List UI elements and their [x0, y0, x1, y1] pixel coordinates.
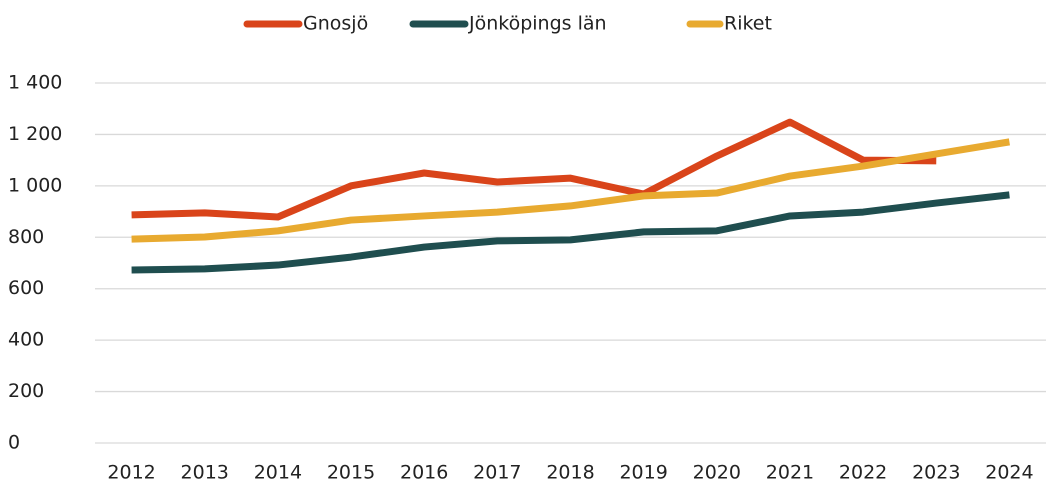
- y-tick-label: 1 000: [8, 174, 62, 196]
- x-tick-label: 2018: [546, 462, 594, 484]
- y-tick-label: 200: [8, 380, 44, 402]
- legend-label: Gnosjö: [303, 13, 368, 35]
- legend-label: Riket: [724, 13, 772, 35]
- series-line: [131, 118, 937, 221]
- y-tick-label: 1 400: [8, 72, 62, 94]
- x-tick-label: 2012: [107, 462, 155, 484]
- x-tick-label: 2024: [985, 462, 1033, 484]
- x-tick-label: 2015: [327, 462, 375, 484]
- x-tick-label: 2013: [181, 462, 229, 484]
- y-tick-label: 1 200: [8, 123, 62, 145]
- x-tick-label: 2014: [254, 462, 302, 484]
- series-line: [131, 191, 1010, 274]
- y-tick-label: 400: [8, 329, 44, 351]
- x-tick-label: 2021: [766, 462, 814, 484]
- y-tick-label: 600: [8, 277, 44, 299]
- x-tick-label: 2016: [400, 462, 448, 484]
- y-tick-label: 0: [8, 432, 20, 454]
- x-tick-label: 2022: [839, 462, 887, 484]
- y-tick-label: 800: [8, 226, 44, 248]
- series-line: [131, 138, 1010, 243]
- x-tick-label: 2017: [473, 462, 521, 484]
- x-tick-label: 2020: [693, 462, 741, 484]
- x-tick-label: 2023: [912, 462, 960, 484]
- x-tick-label: 2019: [619, 462, 667, 484]
- legend-label: Jönköpings län: [468, 13, 607, 35]
